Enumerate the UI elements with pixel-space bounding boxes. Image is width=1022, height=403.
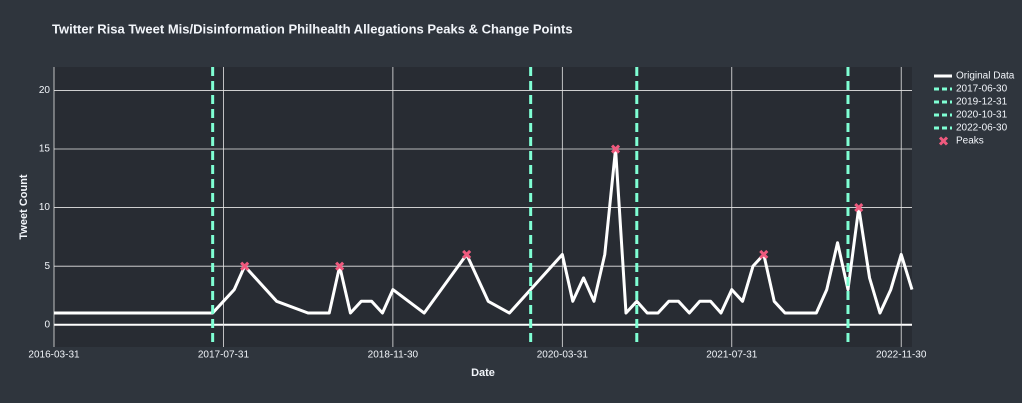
legend-label: 2022-06-30 xyxy=(956,123,1008,134)
legend-label: Peaks xyxy=(956,136,984,147)
chart-title: Twitter Risa Tweet Mis/Disinformation Ph… xyxy=(52,21,573,36)
y-axis-title: Tweet Count xyxy=(18,174,30,240)
legend-marker xyxy=(938,136,949,146)
peak-marker xyxy=(240,261,250,271)
peak-marker xyxy=(854,203,864,213)
legend-label: 2019-12-31 xyxy=(956,97,1008,108)
data-line xyxy=(54,147,914,315)
y-tick-label: 20 xyxy=(39,85,51,96)
peak-marker xyxy=(462,249,472,260)
legend-label: Original Data xyxy=(956,71,1015,82)
peak-marker xyxy=(611,144,621,154)
x-tick-label: 2016-03-31 xyxy=(28,350,80,361)
x-tick-label: 2020-03-31 xyxy=(537,350,589,361)
x-tick-label: 2022-11-30 xyxy=(876,350,927,361)
y-tick-label: 15 xyxy=(39,144,51,155)
x-tick-label: 2018-11-30 xyxy=(368,350,419,361)
y-tick-label: 5 xyxy=(44,261,50,272)
x-tick-label: 2017-07-31 xyxy=(198,350,250,361)
x-axis-title: Date xyxy=(471,367,495,379)
y-tick-label: 10 xyxy=(39,202,51,213)
y-tick-label: 0 xyxy=(44,319,50,330)
plot-area xyxy=(54,67,912,347)
legend-label: 2020-10-31 xyxy=(956,110,1008,121)
peak-marker xyxy=(335,261,345,271)
x-tick-label: 2021-07-31 xyxy=(706,350,758,361)
legend-label: 2017-06-30 xyxy=(956,84,1008,95)
peak-marker xyxy=(759,249,769,260)
